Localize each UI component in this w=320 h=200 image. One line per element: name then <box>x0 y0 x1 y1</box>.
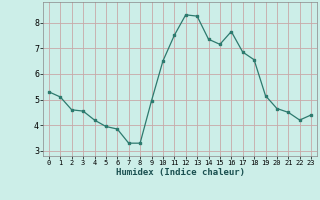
X-axis label: Humidex (Indice chaleur): Humidex (Indice chaleur) <box>116 168 244 177</box>
